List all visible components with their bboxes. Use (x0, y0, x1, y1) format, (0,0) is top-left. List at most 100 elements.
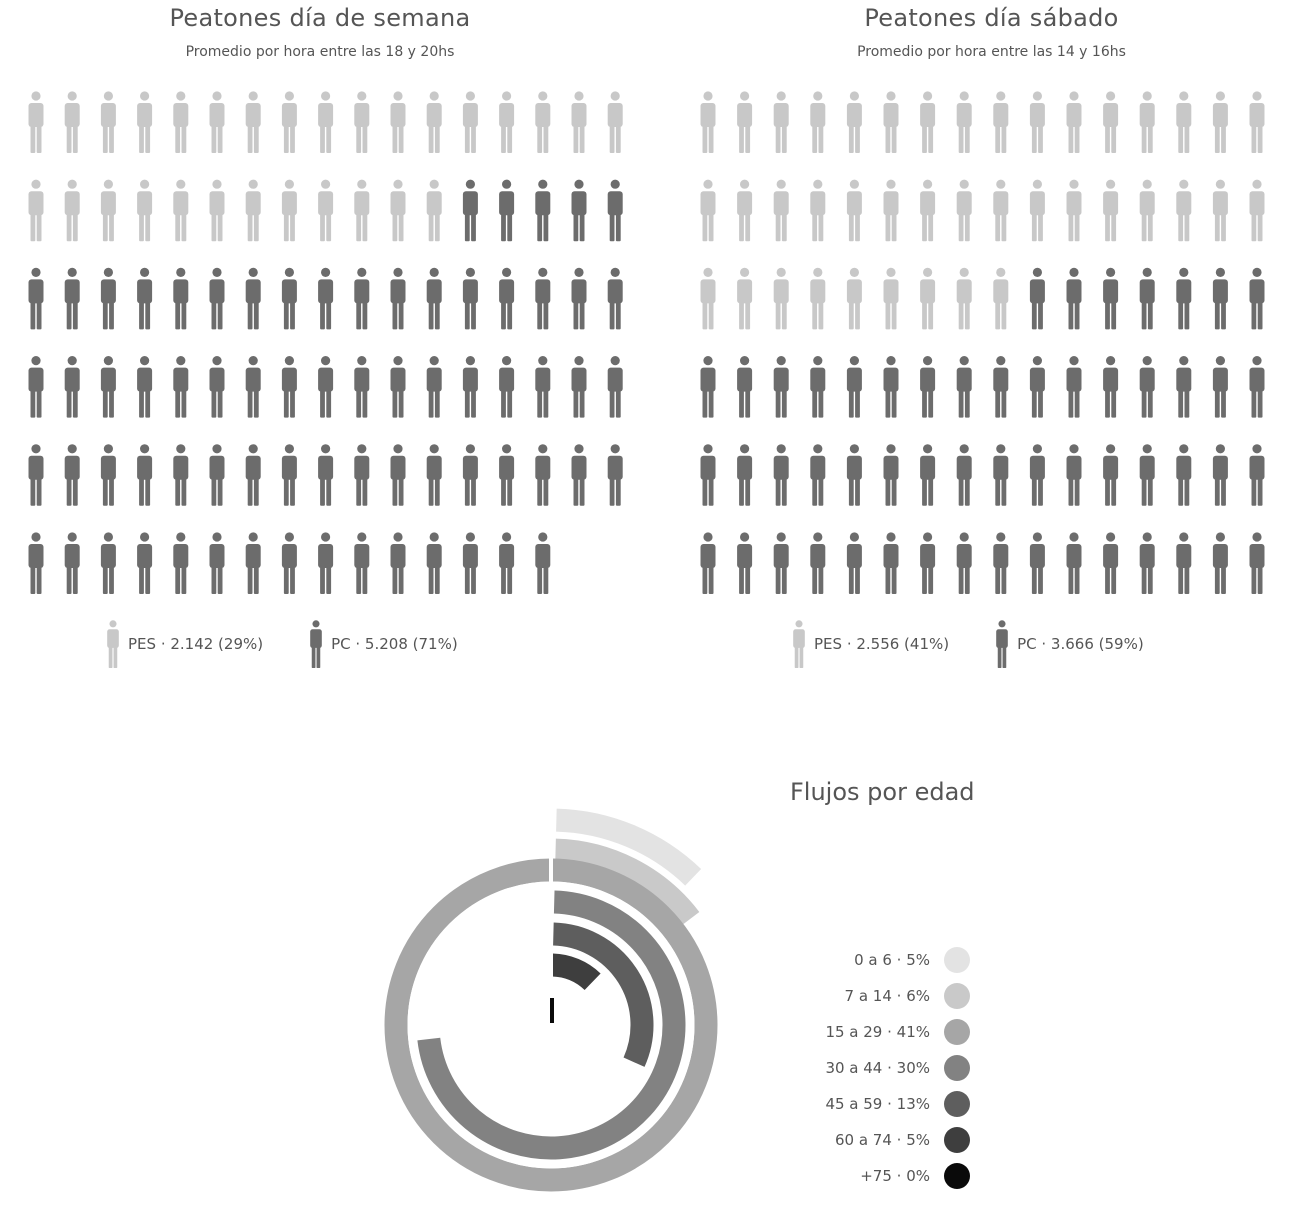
person-pc-icon (64, 267, 80, 330)
person-pes-icon (1139, 91, 1155, 153)
person-pes-icon (1212, 91, 1228, 153)
person-pc-icon (281, 267, 297, 330)
saturday-subtitle: Promedio por hora entre las 14 y 16hs (857, 44, 1126, 60)
person-pc-icon (1249, 267, 1265, 330)
person-pes-icon (1249, 179, 1265, 242)
person-pc-icon (499, 444, 515, 506)
person-pc-icon (100, 444, 116, 506)
person-pes-icon (1066, 179, 1082, 242)
person-pes-icon (245, 179, 261, 242)
person-pes-icon (1066, 91, 1082, 153)
person-pc-icon (318, 356, 334, 418)
legend-pes-label: PES · 2.142 (29%) (128, 635, 264, 653)
person-pes-icon (846, 267, 862, 330)
age-legend-item: 45 a 59 · 13% (770, 1086, 970, 1122)
person-pc-icon (318, 267, 334, 330)
person-pc-icon (354, 267, 370, 330)
person-pc-icon (137, 444, 153, 506)
person-pc-icon (390, 532, 406, 594)
person-pc-icon (1212, 267, 1228, 330)
person-pc-icon (1066, 444, 1082, 506)
person-pc-icon (1212, 532, 1228, 594)
person-pes-icon (499, 91, 515, 153)
person-pes-icon (700, 267, 716, 330)
age-arc-0 (555, 808, 702, 886)
person-pc-icon (390, 356, 406, 418)
weekday-title: Peatones día de semana (169, 4, 471, 32)
ring-gap (407, 881, 695, 1169)
legend-pes: PES · 2.142 (29%) (104, 620, 263, 668)
person-pes-icon (426, 91, 442, 153)
person-pes-icon (1103, 91, 1119, 153)
person-pes-icon (920, 91, 936, 153)
person-pc-icon (1066, 532, 1082, 594)
age-legend-swatch (944, 983, 970, 1009)
person-pc-icon (1139, 267, 1155, 330)
person-pc-icon (810, 532, 826, 594)
age-legend-swatch (944, 1163, 970, 1189)
person-pes-icon (137, 179, 153, 242)
person-pes-icon (773, 91, 789, 153)
person-pc-icon (1249, 532, 1265, 594)
weekday-pictogram (28, 91, 623, 594)
age-radial-chart (384, 800, 718, 1192)
person-pc-icon (499, 532, 515, 594)
person-pc-icon (137, 267, 153, 330)
person-pes-icon (1249, 91, 1265, 153)
person-pes-icon (390, 179, 406, 242)
person-pc-icon (956, 356, 972, 418)
person-pc-icon (883, 532, 899, 594)
person-pes-icon (426, 179, 442, 242)
person-pc-icon (773, 444, 789, 506)
age-legend-label: 7 a 14 · 6% (844, 987, 930, 1005)
person-pc-icon (920, 444, 936, 506)
person-pes-icon (956, 267, 972, 330)
person-pc-icon (281, 532, 297, 594)
age-legend-item: 0 a 6 · 5% (770, 942, 970, 978)
person-pc-icon (1029, 356, 1045, 418)
person-pc-icon (607, 267, 623, 330)
person-pes-icon (956, 179, 972, 242)
person-pc-icon (1176, 356, 1192, 418)
person-pc-icon (137, 356, 153, 418)
person-pc-icon (499, 179, 515, 242)
person-pc-icon (1249, 444, 1265, 506)
age-legend-label: 60 a 74 · 5% (834, 1131, 930, 1149)
person-pc-icon (354, 444, 370, 506)
person-pc-icon (462, 179, 478, 242)
person-pc-icon (137, 532, 153, 594)
person-pc-icon (810, 444, 826, 506)
person-pc-icon (209, 532, 225, 594)
person-pc-icon (100, 356, 116, 418)
person-pes-icon (773, 179, 789, 242)
person-pc-icon (1103, 444, 1119, 506)
person-dark-icon (310, 620, 322, 668)
person-dark-icon (996, 620, 1008, 668)
person-pc-icon (64, 356, 80, 418)
person-pc-icon (1139, 444, 1155, 506)
person-light-icon (107, 620, 119, 668)
person-pc-icon (700, 532, 716, 594)
person-pc-icon (245, 267, 261, 330)
person-pes-icon (1029, 91, 1045, 153)
person-pc-icon (462, 532, 478, 594)
person-pc-icon (920, 532, 936, 594)
person-pc-icon (209, 356, 225, 418)
age-arc-4 (552, 922, 654, 1067)
person-pc-icon (281, 444, 297, 506)
person-pes-icon (883, 91, 899, 153)
person-pc-icon (737, 532, 753, 594)
person-pes-icon (810, 91, 826, 153)
age-legend-item: 7 a 14 · 6% (770, 978, 970, 1014)
person-pc-icon (993, 444, 1009, 506)
person-pes-icon (846, 91, 862, 153)
person-pes-icon (700, 179, 716, 242)
person-pes-icon (245, 91, 261, 153)
legend-pc-label: PC · 3.666 (59%) (1017, 635, 1144, 653)
person-pes-icon (737, 267, 753, 330)
person-pes-icon (956, 91, 972, 153)
person-pc-icon (173, 267, 189, 330)
person-pc-icon (883, 444, 899, 506)
person-pc-icon (354, 532, 370, 594)
age-legend-label: +75 · 0% (860, 1167, 930, 1185)
